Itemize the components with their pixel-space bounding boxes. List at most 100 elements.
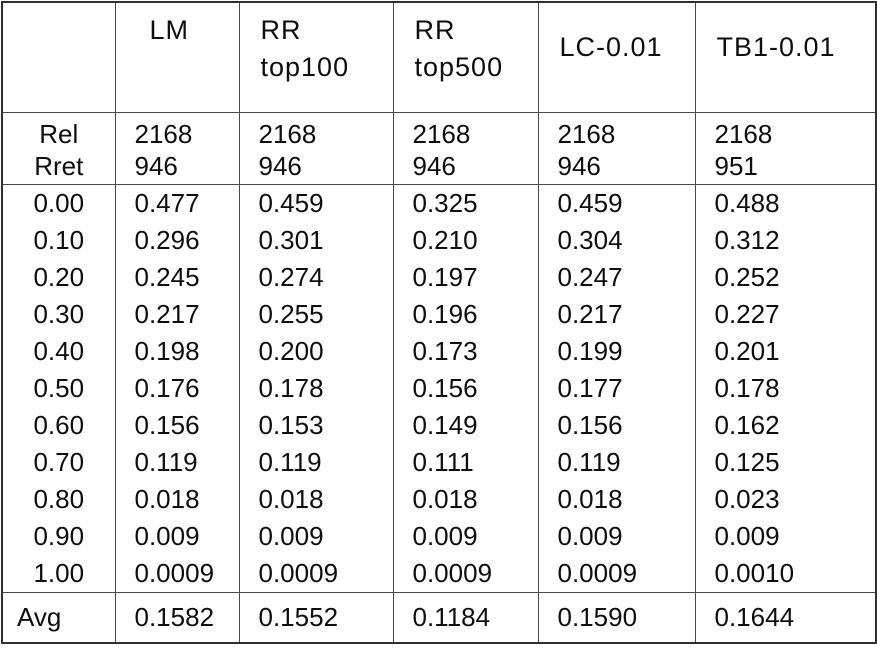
- table-cell: 0.156: [537, 406, 696, 444]
- row-label: 0.10: [1, 221, 116, 259]
- table-row: 0.80 0.018 0.018 0.018 0.018 0.023: [1, 480, 877, 518]
- table-cell: 0.197: [392, 258, 539, 296]
- table-cell: 2168 946: [392, 112, 539, 185]
- table-cell: 0.247: [537, 258, 696, 296]
- table-cell: 0.009: [537, 517, 696, 555]
- column-header-rr-top500: RR top500: [392, 2, 539, 113]
- row-label: 0.30: [1, 295, 116, 333]
- table-cell: 0.119: [114, 443, 240, 481]
- table-cell: 0.245: [114, 258, 240, 296]
- table-cell: 0.217: [114, 295, 240, 333]
- table-row: 0.90 0.009 0.009 0.009 0.009 0.009: [1, 517, 877, 555]
- table-cell: 0.201: [694, 332, 877, 370]
- table-row: 0.20 0.245 0.274 0.197 0.247 0.252: [1, 258, 877, 296]
- table-cell: 0.477: [114, 184, 240, 222]
- table-cell: 0.023: [694, 480, 877, 518]
- row-label: Avg: [1, 591, 116, 643]
- table-cell: 0.178: [238, 369, 394, 407]
- column-header-lc-001: LC-0.01: [537, 2, 696, 113]
- table-cell: 0.125: [694, 443, 877, 481]
- table-cell: 2168 951: [694, 112, 877, 185]
- row-label: 0.70: [1, 443, 116, 481]
- row-label: 0.40: [1, 332, 116, 370]
- table-cell: 0.153: [238, 406, 394, 444]
- table-cell: 0.227: [694, 295, 877, 333]
- table-row: 0.70 0.119 0.119 0.111 0.119 0.125: [1, 443, 877, 481]
- table-cell: 0.1184: [392, 591, 539, 643]
- table-cell: 0.018: [114, 480, 240, 518]
- table-cell: 0.177: [537, 369, 696, 407]
- table-cell: 0.1582: [114, 591, 240, 643]
- row-label: 0.80: [1, 480, 116, 518]
- table-cell: 0.0010: [694, 554, 877, 592]
- table-cell: 0.176: [114, 369, 240, 407]
- table-cell: 0.304: [537, 221, 696, 259]
- corner-cell: [1, 2, 116, 113]
- table-cell: 0.459: [238, 184, 394, 222]
- table-cell: 0.149: [392, 406, 539, 444]
- table-cell: 0.162: [694, 406, 877, 444]
- header-row: LM RR top100 RR top500 LC-0.01 TB1-0.01: [1, 2, 877, 113]
- row-label: Rel Rret: [1, 112, 116, 185]
- table-cell: 0.0009: [537, 554, 696, 592]
- table-cell: 0.009: [238, 517, 394, 555]
- table-cell: 0.312: [694, 221, 877, 259]
- table-row: 0.60 0.156 0.153 0.149 0.156 0.162: [1, 406, 877, 444]
- row-label: 0.00: [1, 184, 116, 222]
- table-cell: 0.009: [392, 517, 539, 555]
- table-row: 0.30 0.217 0.255 0.196 0.217 0.227: [1, 295, 877, 333]
- table-cell: 0.156: [114, 406, 240, 444]
- table-cell: 0.009: [694, 517, 877, 555]
- table-cell: 0.198: [114, 332, 240, 370]
- table-cell: 0.274: [238, 258, 394, 296]
- row-label: 0.60: [1, 406, 116, 444]
- row-label: 0.90: [1, 517, 116, 555]
- table-cell: 0.009: [114, 517, 240, 555]
- table-cell: 0.296: [114, 221, 240, 259]
- table-cell: 0.252: [694, 258, 877, 296]
- table-row: 0.50 0.176 0.178 0.156 0.177 0.178: [1, 369, 877, 407]
- table-cell: 0.156: [392, 369, 539, 407]
- row-label: 1.00: [1, 554, 116, 592]
- table-cell: 0.178: [694, 369, 877, 407]
- table-cell: 2168 946: [537, 112, 696, 185]
- table-cell: 0.325: [392, 184, 539, 222]
- column-header-lm: LM: [114, 2, 240, 113]
- table-row: 0.10 0.296 0.301 0.210 0.304 0.312: [1, 221, 877, 259]
- column-header-tb1-001: TB1-0.01: [694, 2, 877, 113]
- table-cell: 0.200: [238, 332, 394, 370]
- table-cell: 0.111: [392, 443, 539, 481]
- table-cell: 0.210: [392, 221, 539, 259]
- table-cell: 0.0009: [392, 554, 539, 592]
- row-label: 0.50: [1, 369, 116, 407]
- table-cell: 2168 946: [238, 112, 394, 185]
- table-row: 1.00 0.0009 0.0009 0.0009 0.0009 0.0010: [1, 554, 877, 592]
- table-cell: 2168 946: [114, 112, 240, 185]
- table-row: 0.00 0.477 0.459 0.325 0.459 0.488: [1, 184, 877, 222]
- table-cell: 0.018: [537, 480, 696, 518]
- table-cell: 0.488: [694, 184, 877, 222]
- table-cell: 0.018: [238, 480, 394, 518]
- table-cell: 0.1644: [694, 591, 877, 643]
- table-cell: 0.217: [537, 295, 696, 333]
- average-row: Avg 0.1582 0.1552 0.1184 0.1590 0.1644: [1, 591, 877, 643]
- table-row: 0.40 0.198 0.200 0.173 0.199 0.201: [1, 332, 877, 370]
- column-header-rr-top100: RR top100: [238, 2, 394, 113]
- table-cell: 0.173: [392, 332, 539, 370]
- table-cell: 0.1590: [537, 591, 696, 643]
- table-cell: 0.459: [537, 184, 696, 222]
- table-cell: 0.301: [238, 221, 394, 259]
- table-cell: 0.199: [537, 332, 696, 370]
- table-cell: 0.119: [238, 443, 394, 481]
- table-cell: 0.196: [392, 295, 539, 333]
- table-cell: 0.018: [392, 480, 539, 518]
- table-cell: 0.255: [238, 295, 394, 333]
- table-cell: 0.1552: [238, 591, 394, 643]
- table-cell: 0.119: [537, 443, 696, 481]
- row-label: 0.20: [1, 258, 116, 296]
- rel-rret-row: Rel Rret 2168 946 2168 946 2168 946 2168…: [1, 112, 877, 185]
- table-cell: 0.0009: [238, 554, 394, 592]
- table-cell: 0.0009: [114, 554, 240, 592]
